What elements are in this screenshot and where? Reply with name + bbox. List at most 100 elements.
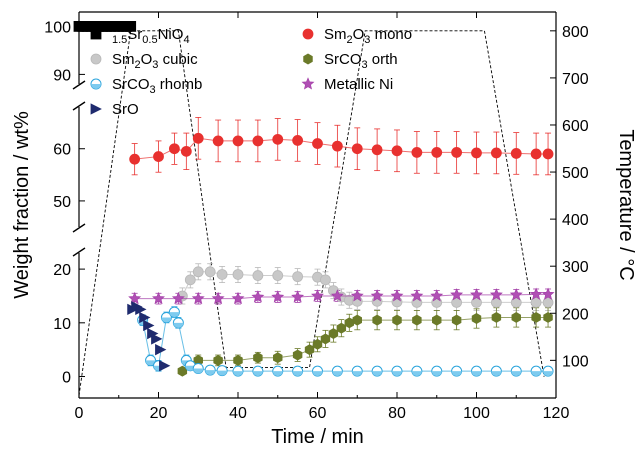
data-point-half — [491, 371, 502, 377]
legend-label-part: orth — [368, 51, 398, 68]
data-point — [180, 145, 192, 157]
data-point-half — [471, 371, 482, 377]
y-right-tick-label: 700 — [562, 71, 589, 88]
data-point — [252, 270, 264, 281]
legend-label-part: 3 — [364, 34, 370, 46]
y-left-tick-label: 0 — [62, 370, 71, 387]
data-point — [271, 290, 285, 303]
data-point — [542, 297, 554, 308]
data-point-half — [372, 371, 383, 377]
data-point — [231, 291, 245, 305]
data-point — [372, 314, 382, 326]
legend-label-part: rhomb — [156, 76, 203, 93]
data-point-half — [91, 84, 101, 89]
legend-label-part: SrO — [112, 101, 139, 118]
legend-label-part: 3 — [152, 59, 158, 71]
data-point — [253, 352, 263, 364]
data-point — [412, 314, 422, 326]
legend-label-part: SrCO — [324, 51, 362, 68]
y-left-tick-label: 90 — [53, 67, 71, 84]
data-point — [491, 311, 502, 323]
y-right-tick-label: 200 — [562, 306, 589, 323]
data-point — [128, 291, 142, 305]
data-point — [184, 274, 196, 286]
series-6 — [127, 301, 171, 372]
data-markers-group — [73, 20, 555, 377]
data-point-half — [292, 371, 303, 377]
legend-label-part: SrCO — [112, 76, 150, 93]
data-point — [292, 349, 303, 361]
data-point-half — [217, 370, 228, 376]
data-point — [303, 53, 313, 65]
axis-break-mark — [72, 80, 86, 90]
data-point — [531, 311, 541, 323]
data-point — [371, 144, 383, 156]
data-point — [543, 311, 553, 323]
data-point — [391, 365, 403, 377]
data-point — [251, 290, 265, 303]
data-point — [152, 291, 165, 305]
y-left-tick-label: 10 — [53, 316, 71, 333]
y-right-tick-label: 500 — [562, 165, 589, 182]
data-point — [471, 147, 482, 159]
data-point — [410, 289, 424, 302]
data-point — [330, 289, 344, 302]
data-point — [272, 365, 284, 377]
data-point — [192, 132, 204, 144]
data-point-half — [252, 371, 263, 377]
data-point — [90, 28, 102, 40]
temperature-profile-group — [78, 30, 545, 396]
data-point — [331, 365, 343, 377]
series-1 — [129, 132, 554, 165]
data-point — [371, 365, 383, 377]
data-point — [304, 344, 315, 356]
axis-break-mark — [72, 247, 86, 257]
data-point-half — [431, 371, 442, 377]
data-point-half — [185, 365, 196, 371]
legend-label: Sm2O3 mono — [324, 26, 412, 46]
data-point — [490, 365, 502, 377]
y-right-tick-label: 600 — [562, 118, 589, 135]
legend-label: 1.5Sr0.5NiO4 — [112, 26, 190, 46]
data-point — [192, 362, 204, 374]
data-point — [301, 77, 315, 90]
data-point — [172, 317, 184, 329]
legend-label-part: 1.5 — [112, 34, 127, 46]
data-point — [168, 306, 180, 318]
data-point — [390, 289, 404, 302]
series-2 — [176, 266, 554, 308]
data-point — [431, 365, 443, 377]
data-point — [272, 133, 284, 145]
data-point — [336, 322, 347, 334]
y-left-tick-label: 60 — [53, 142, 71, 159]
legend-item: SrCO3 rhomb — [90, 76, 203, 96]
data-point — [411, 365, 423, 377]
legend-label-part: 0.5 — [142, 34, 157, 46]
axis-break-mark — [72, 101, 86, 111]
data-point-half — [169, 312, 180, 318]
x-tick-label: 20 — [150, 405, 168, 422]
data-point-half — [411, 371, 422, 377]
legend-label-part: Sm — [324, 26, 347, 43]
data-point — [311, 289, 324, 302]
data-point — [451, 146, 463, 158]
data-point-half — [193, 368, 204, 374]
data-point — [292, 134, 304, 146]
x-axis-title: Time / min — [271, 426, 364, 448]
data-point — [272, 270, 284, 281]
legend-label-part: O — [141, 51, 153, 68]
data-point-half — [205, 370, 216, 376]
x-tick-label: 120 — [543, 405, 570, 422]
data-point — [252, 365, 264, 377]
data-point — [212, 135, 224, 147]
legend-label: SrO — [112, 101, 139, 118]
series-5 — [128, 287, 555, 305]
legend-label-part: O — [353, 26, 365, 43]
data-point — [542, 148, 554, 160]
legend-item: Sm2O3 mono — [302, 26, 412, 46]
legend-label-part: Sr — [127, 26, 142, 43]
data-point — [191, 291, 205, 305]
data-point — [511, 311, 521, 323]
y-right-axis-title: Temperature / °C — [615, 129, 636, 280]
legend-label-part: 4 — [183, 34, 189, 46]
